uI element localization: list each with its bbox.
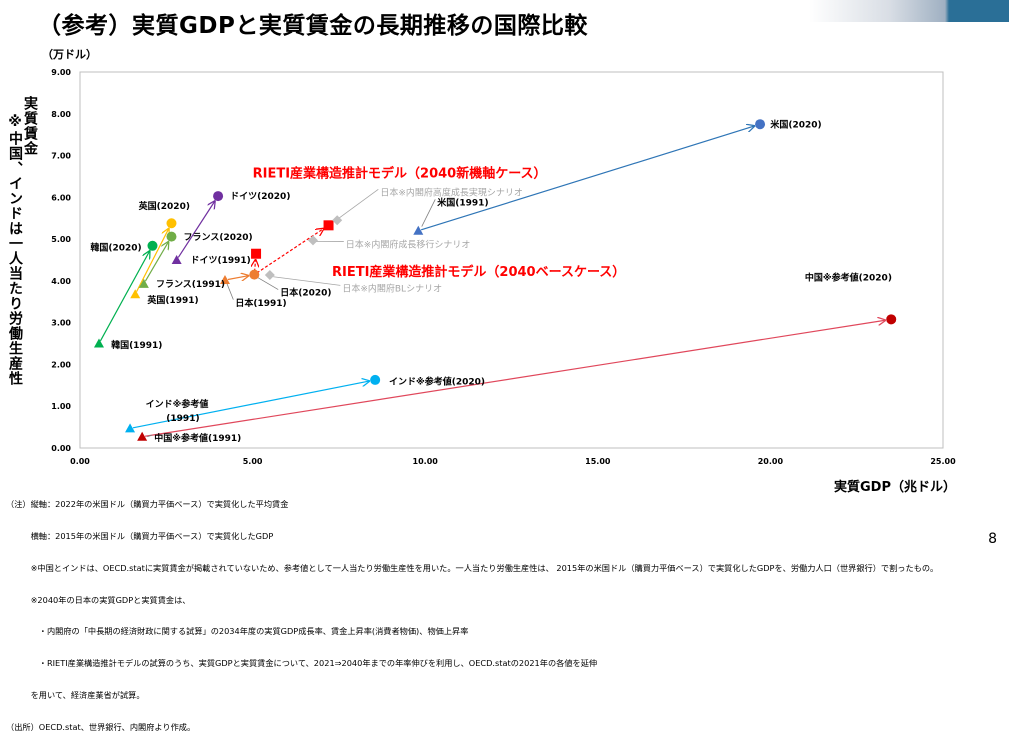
data-label: 韓国(1991) — [111, 339, 162, 351]
label-leader-line — [422, 199, 436, 226]
data-point-triangle — [172, 255, 182, 264]
footnote-line: ・RIETI産業構造推計モデルの試算のうち、実質GDPと実質賃金について、202… — [6, 658, 966, 669]
footnote-line: を用いて、経済産業省が試算。 — [6, 690, 966, 701]
data-label: 韓国(2020) — [90, 242, 141, 254]
data-label: 英国(2020) — [138, 200, 190, 212]
trend-arrow — [100, 251, 149, 341]
y-tick-label: 3.00 — [51, 319, 71, 328]
footnote-line: 横軸：2015年の米国ドル（購買力平価ベース）で実質化したGDP — [6, 531, 966, 542]
x-tick-label: 20.00 — [758, 457, 784, 466]
scatter-chart: 0.00 5.00 10.00 15.00 20.00 25.00 0.00 1.00 2.00… — [0, 0, 1009, 478]
footnote-line: ※中国とインドは、OECD.statに実質賃金が掲載されていないため、参考値とし… — [6, 563, 966, 574]
data-label: インド※参考値 — [146, 398, 209, 410]
label-leader-line — [258, 278, 278, 290]
x-tick-label: 10.00 — [413, 457, 439, 466]
data-point-circle — [249, 270, 259, 280]
label-leader-line — [339, 189, 378, 218]
data-label: 日本※内閣府高度成長実現シナリオ — [380, 186, 523, 198]
page-number: 8 — [988, 531, 997, 547]
data-label: インド※参考値(2020) — [389, 375, 485, 387]
x-tick-label: 25.00 — [930, 457, 956, 466]
footnote-line: ※2040年の日本の実質GDPと実質賃金は、 — [6, 595, 966, 606]
data-label: 中国※参考値(1991) — [154, 432, 241, 444]
data-point-triangle — [130, 289, 140, 298]
footnote-line: （注）縦軸：2022年の米国ドル（購買力平価ベース）で実質化した平均賃金 — [6, 499, 966, 510]
data-point-triangle — [94, 339, 104, 348]
y-tick-label: 4.00 — [51, 277, 71, 286]
y-tick-label: 0.00 — [51, 444, 71, 453]
data-point-diamond — [265, 270, 275, 280]
footnote-line: （出所）OECD.stat、世界銀行、内閣府より作成。 — [6, 722, 966, 733]
trend-arrow — [228, 276, 248, 280]
y-tick-label: 8.00 — [51, 110, 71, 119]
data-point-circle — [755, 119, 765, 129]
y-tick-label: 6.00 — [51, 193, 71, 202]
data-label: (1991) — [166, 414, 199, 424]
y-tick-label: 5.00 — [51, 235, 71, 244]
x-tick-label: 0.00 — [70, 457, 90, 466]
label-leader-line — [273, 277, 340, 286]
y-tick-label: 2.00 — [51, 360, 71, 369]
data-label: RIETI産業構造推計モデル（2040ベースケース） — [332, 264, 625, 280]
data-label: 英国(1991) — [146, 294, 198, 306]
footnotes: （注）縦軸：2022年の米国ドル（購買力平価ベース）で実質化した平均賃金 横軸：… — [6, 478, 966, 743]
x-tick-label: 5.00 — [243, 457, 263, 466]
x-tick-label: 15.00 — [585, 457, 611, 466]
y-tick-label: 1.00 — [51, 402, 71, 411]
data-point-square — [324, 220, 334, 230]
data-label: フランス(1991) — [156, 279, 225, 290]
data-point-square — [251, 249, 261, 259]
data-label: 米国(2020) — [769, 118, 821, 130]
data-label: 中国※参考値(2020) — [805, 272, 892, 284]
y-tick-label: 7.00 — [51, 152, 71, 161]
label-leader-line — [227, 283, 234, 300]
data-point-circle — [166, 232, 176, 242]
trend-arrow — [257, 229, 324, 273]
data-label: 日本(1991) — [235, 297, 286, 309]
data-point-circle — [370, 375, 380, 385]
data-point-circle — [886, 314, 896, 324]
data-label: 日本※内閣府BLシナリオ — [342, 283, 442, 295]
data-label: 日本※内閣府成長移行シナリオ — [346, 239, 471, 251]
data-point-circle — [213, 191, 223, 201]
data-label: ドイツ(2020) — [230, 191, 290, 202]
y-tick-label: 9.00 — [51, 68, 71, 77]
data-point-diamond — [308, 235, 318, 245]
data-label: ドイツ(1991) — [190, 255, 250, 266]
trend-arrow — [145, 320, 885, 436]
data-label: フランス(2020) — [184, 232, 253, 243]
data-label: RIETI産業構造推計モデル（2040新機軸ケース） — [253, 166, 547, 182]
data-point-circle — [166, 218, 176, 228]
data-point-circle — [147, 241, 157, 251]
data-label: 日本(2020) — [280, 287, 331, 299]
footnote-line: ・内閣府の「中長期の経済財政に関する試算」の2034年度の実質GDP成長率、賃金… — [6, 626, 966, 637]
